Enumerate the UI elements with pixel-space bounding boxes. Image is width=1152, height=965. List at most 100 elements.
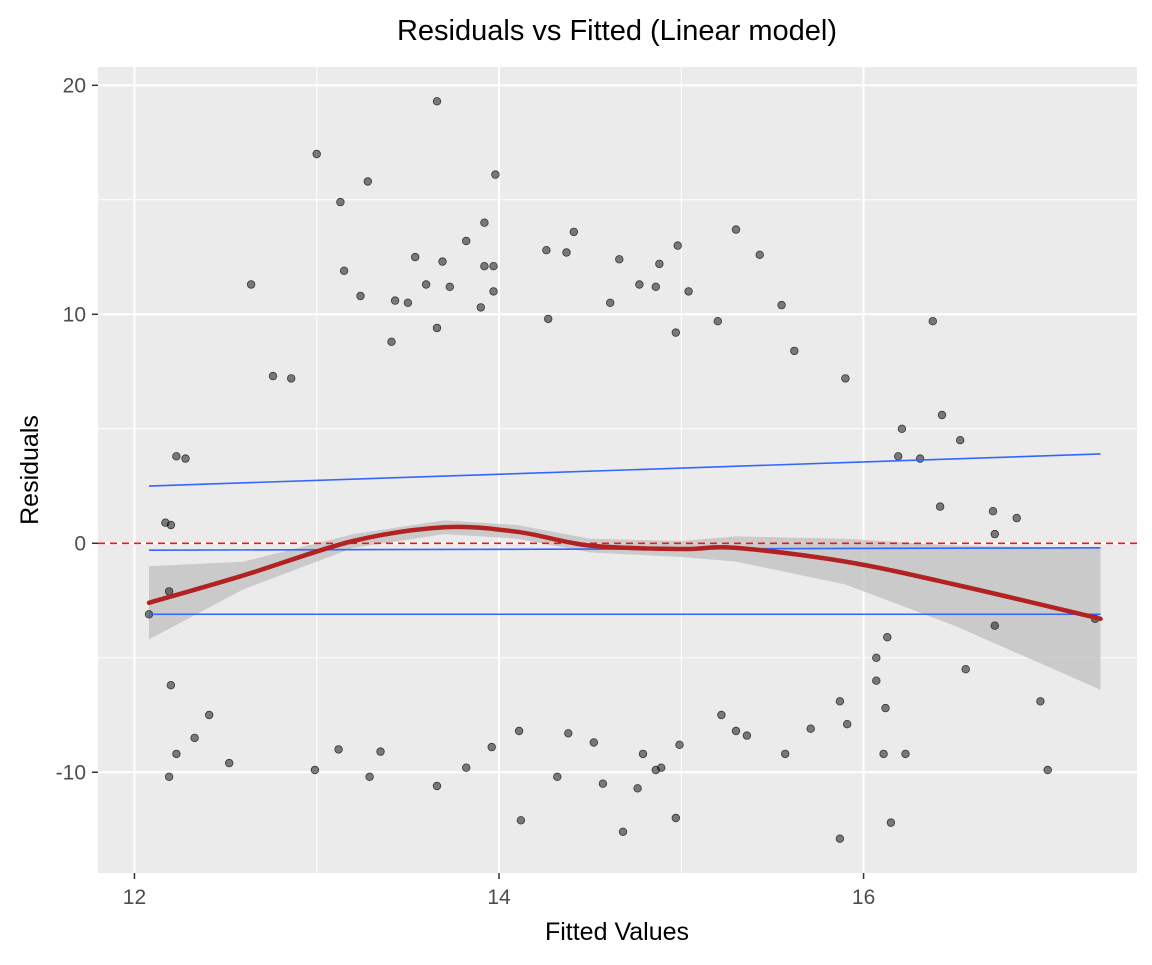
data-point bbox=[480, 262, 489, 271]
data-point bbox=[657, 763, 666, 772]
data-point bbox=[432, 781, 442, 791]
major-gridlines bbox=[98, 67, 1137, 873]
data-point bbox=[988, 507, 998, 516]
data-point bbox=[363, 177, 372, 186]
data-point bbox=[569, 227, 578, 237]
chart-title: Residuals vs Fitted (Linear model) bbox=[397, 15, 837, 47]
x-axis-ticks: 12 14 16 bbox=[123, 873, 875, 909]
data-point bbox=[961, 665, 970, 674]
data-point bbox=[562, 248, 571, 257]
data-point bbox=[755, 250, 764, 259]
data-point bbox=[731, 225, 741, 234]
data-point bbox=[172, 452, 181, 461]
data-point bbox=[542, 245, 551, 255]
data-point bbox=[655, 259, 664, 269]
data-point bbox=[598, 779, 608, 788]
data-point bbox=[480, 218, 489, 227]
data-point bbox=[673, 241, 682, 250]
data-point bbox=[835, 697, 845, 706]
data-point bbox=[516, 816, 526, 825]
data-point bbox=[901, 749, 910, 759]
data-point bbox=[432, 323, 442, 333]
data-point bbox=[445, 282, 454, 291]
data-point bbox=[164, 772, 174, 781]
data-point bbox=[990, 621, 999, 630]
data-point bbox=[841, 374, 850, 383]
data-point bbox=[246, 280, 256, 289]
data-point bbox=[638, 749, 648, 759]
data-point bbox=[287, 374, 296, 383]
data-point bbox=[790, 346, 799, 356]
data-point bbox=[438, 257, 447, 266]
y-tick-label: 0 bbox=[74, 532, 86, 555]
data-point bbox=[731, 726, 741, 736]
data-point bbox=[204, 710, 214, 720]
data-point bbox=[915, 454, 925, 463]
data-point bbox=[487, 742, 496, 752]
data-point bbox=[742, 731, 752, 740]
data-point bbox=[806, 724, 815, 733]
data-point bbox=[411, 252, 420, 262]
data-point bbox=[651, 282, 660, 291]
data-point bbox=[937, 410, 947, 420]
minor-gridlines bbox=[98, 67, 1137, 873]
quantile-line bbox=[149, 453, 1101, 487]
data-point bbox=[633, 784, 642, 793]
data-point bbox=[544, 314, 553, 324]
data-point bbox=[872, 653, 881, 662]
data-point bbox=[172, 749, 181, 759]
data-point bbox=[312, 149, 321, 159]
data-point bbox=[166, 681, 176, 690]
data-point bbox=[935, 502, 945, 511]
smooth-curve-line bbox=[146, 524, 1103, 622]
data-point bbox=[356, 291, 365, 301]
data-point bbox=[1012, 513, 1021, 523]
data-point bbox=[881, 703, 890, 713]
data-point bbox=[713, 317, 722, 326]
data-point bbox=[618, 827, 628, 836]
smooth-curve bbox=[146, 524, 1103, 622]
data-point bbox=[894, 452, 903, 461]
data-point bbox=[717, 710, 726, 720]
data-point bbox=[684, 287, 693, 296]
data-point bbox=[781, 749, 790, 759]
data-point bbox=[615, 255, 624, 264]
data-point bbox=[635, 280, 644, 289]
data-point bbox=[387, 337, 396, 346]
data-point bbox=[310, 765, 320, 775]
data-point bbox=[365, 772, 374, 781]
data-point bbox=[224, 758, 234, 768]
data-point bbox=[843, 720, 852, 729]
data-point bbox=[476, 303, 485, 312]
x-tick-label: 16 bbox=[852, 886, 875, 909]
data-point bbox=[489, 287, 498, 296]
scatter-points bbox=[144, 97, 1100, 843]
data-point bbox=[462, 763, 471, 772]
y-tick-label: 10 bbox=[63, 303, 86, 326]
y-axis-ticks: -10 0 10 20 bbox=[56, 74, 98, 784]
data-point bbox=[606, 298, 615, 307]
data-point bbox=[421, 280, 431, 289]
data-point bbox=[886, 818, 896, 827]
data-point bbox=[514, 726, 524, 736]
x-tick-label: 14 bbox=[487, 886, 511, 909]
data-point bbox=[956, 436, 965, 445]
data-point bbox=[339, 266, 349, 275]
data-point bbox=[462, 236, 471, 246]
data-point bbox=[403, 298, 413, 307]
data-point bbox=[879, 749, 888, 759]
y-tick-label: -10 bbox=[56, 761, 86, 784]
data-point bbox=[336, 197, 345, 207]
data-point bbox=[334, 745, 343, 754]
data-point bbox=[190, 733, 199, 743]
data-point bbox=[166, 520, 176, 530]
data-point bbox=[432, 97, 442, 106]
data-point bbox=[777, 300, 786, 310]
data-point bbox=[928, 317, 937, 326]
data-point bbox=[491, 170, 500, 179]
data-point bbox=[564, 729, 573, 738]
data-point bbox=[671, 813, 680, 823]
data-point bbox=[1036, 697, 1045, 706]
data-point bbox=[390, 296, 400, 305]
